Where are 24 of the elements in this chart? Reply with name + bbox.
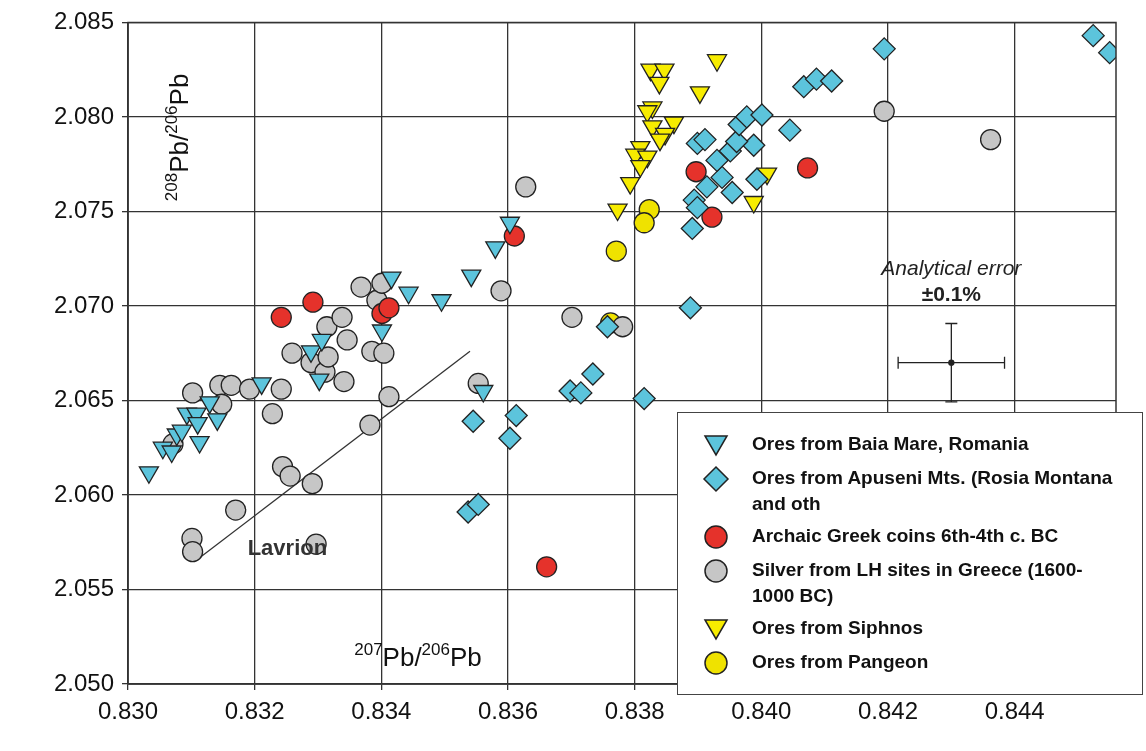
x-tick-label: 0.836: [477, 697, 539, 725]
x-tick-label: 0.830: [97, 697, 159, 725]
legend-label: Ores from Siphnos: [752, 616, 924, 640]
annotation: ±0.1%: [921, 282, 982, 306]
x-tick-label: 0.840: [731, 697, 792, 725]
y-tick-label: 2.060: [53, 479, 114, 507]
y-tick-label: 2.080: [53, 101, 114, 129]
y-axis-title: 208Pb/206Pb: [162, 73, 194, 202]
legend-label: Archaic Greek coins 6th-4th c. BC: [752, 524, 1059, 548]
y-tick-label: 2.050: [53, 668, 114, 696]
y-tick-label: 2.085: [53, 7, 114, 35]
x-tick-label: 0.844: [984, 697, 1045, 725]
x-tick-label: 0.832: [224, 697, 285, 725]
y-tick-label: 2.065: [53, 385, 114, 413]
x-tick-label: 0.834: [351, 697, 412, 725]
y-tick-label: 2.070: [53, 290, 114, 318]
x-tick-label: 0.842: [857, 697, 919, 725]
x-tick-label: 0.838: [604, 697, 665, 725]
legend-label: Silver from LH sites in Greece (1600-1000 BC): [752, 558, 1084, 608]
y-tick-label: 2.075: [53, 196, 114, 224]
legend-label: Ores from Pangeon: [752, 650, 929, 674]
y-tick-label: 2.055: [53, 574, 114, 602]
legend-label: Ores from Baia Mare, Romania: [752, 432, 1029, 456]
legend-label: Ores from Apuseni Mts. (Rosia Montana and oth: [752, 466, 1114, 516]
